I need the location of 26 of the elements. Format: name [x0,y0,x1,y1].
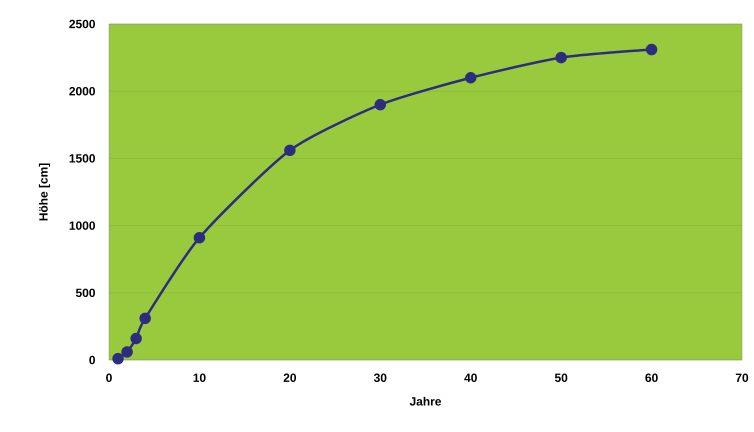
point [374,98,386,110]
point [464,72,476,84]
y-tick-label: 2000 [69,86,95,96]
y-axis-title: Höhe [cm] [38,163,50,220]
y-tick-label: 0 [89,356,95,364]
y-tick-label: 2500 [69,20,95,28]
point [646,44,658,56]
x-tick-label: 20 [284,374,296,382]
point [284,144,296,156]
x-tick-label: 50 [554,374,568,382]
point [555,52,567,64]
y-tick-label: 1000 [70,221,95,230]
point [130,332,142,344]
x-tick-label: 70 [736,374,748,382]
y-tick-label: 1500 [70,154,95,163]
x-tick-label: 10 [194,374,206,382]
y-tick-label: 500 [76,288,95,298]
x-axis-title: Jahre [410,396,442,406]
point [121,346,133,358]
x-tick-label: 30 [374,374,386,382]
x-tick-label: 40 [464,374,477,382]
point [194,232,206,244]
x-tick-label: 60 [645,374,658,382]
point [112,352,124,364]
x-tick-label: 0 [106,374,112,382]
point [139,312,151,324]
